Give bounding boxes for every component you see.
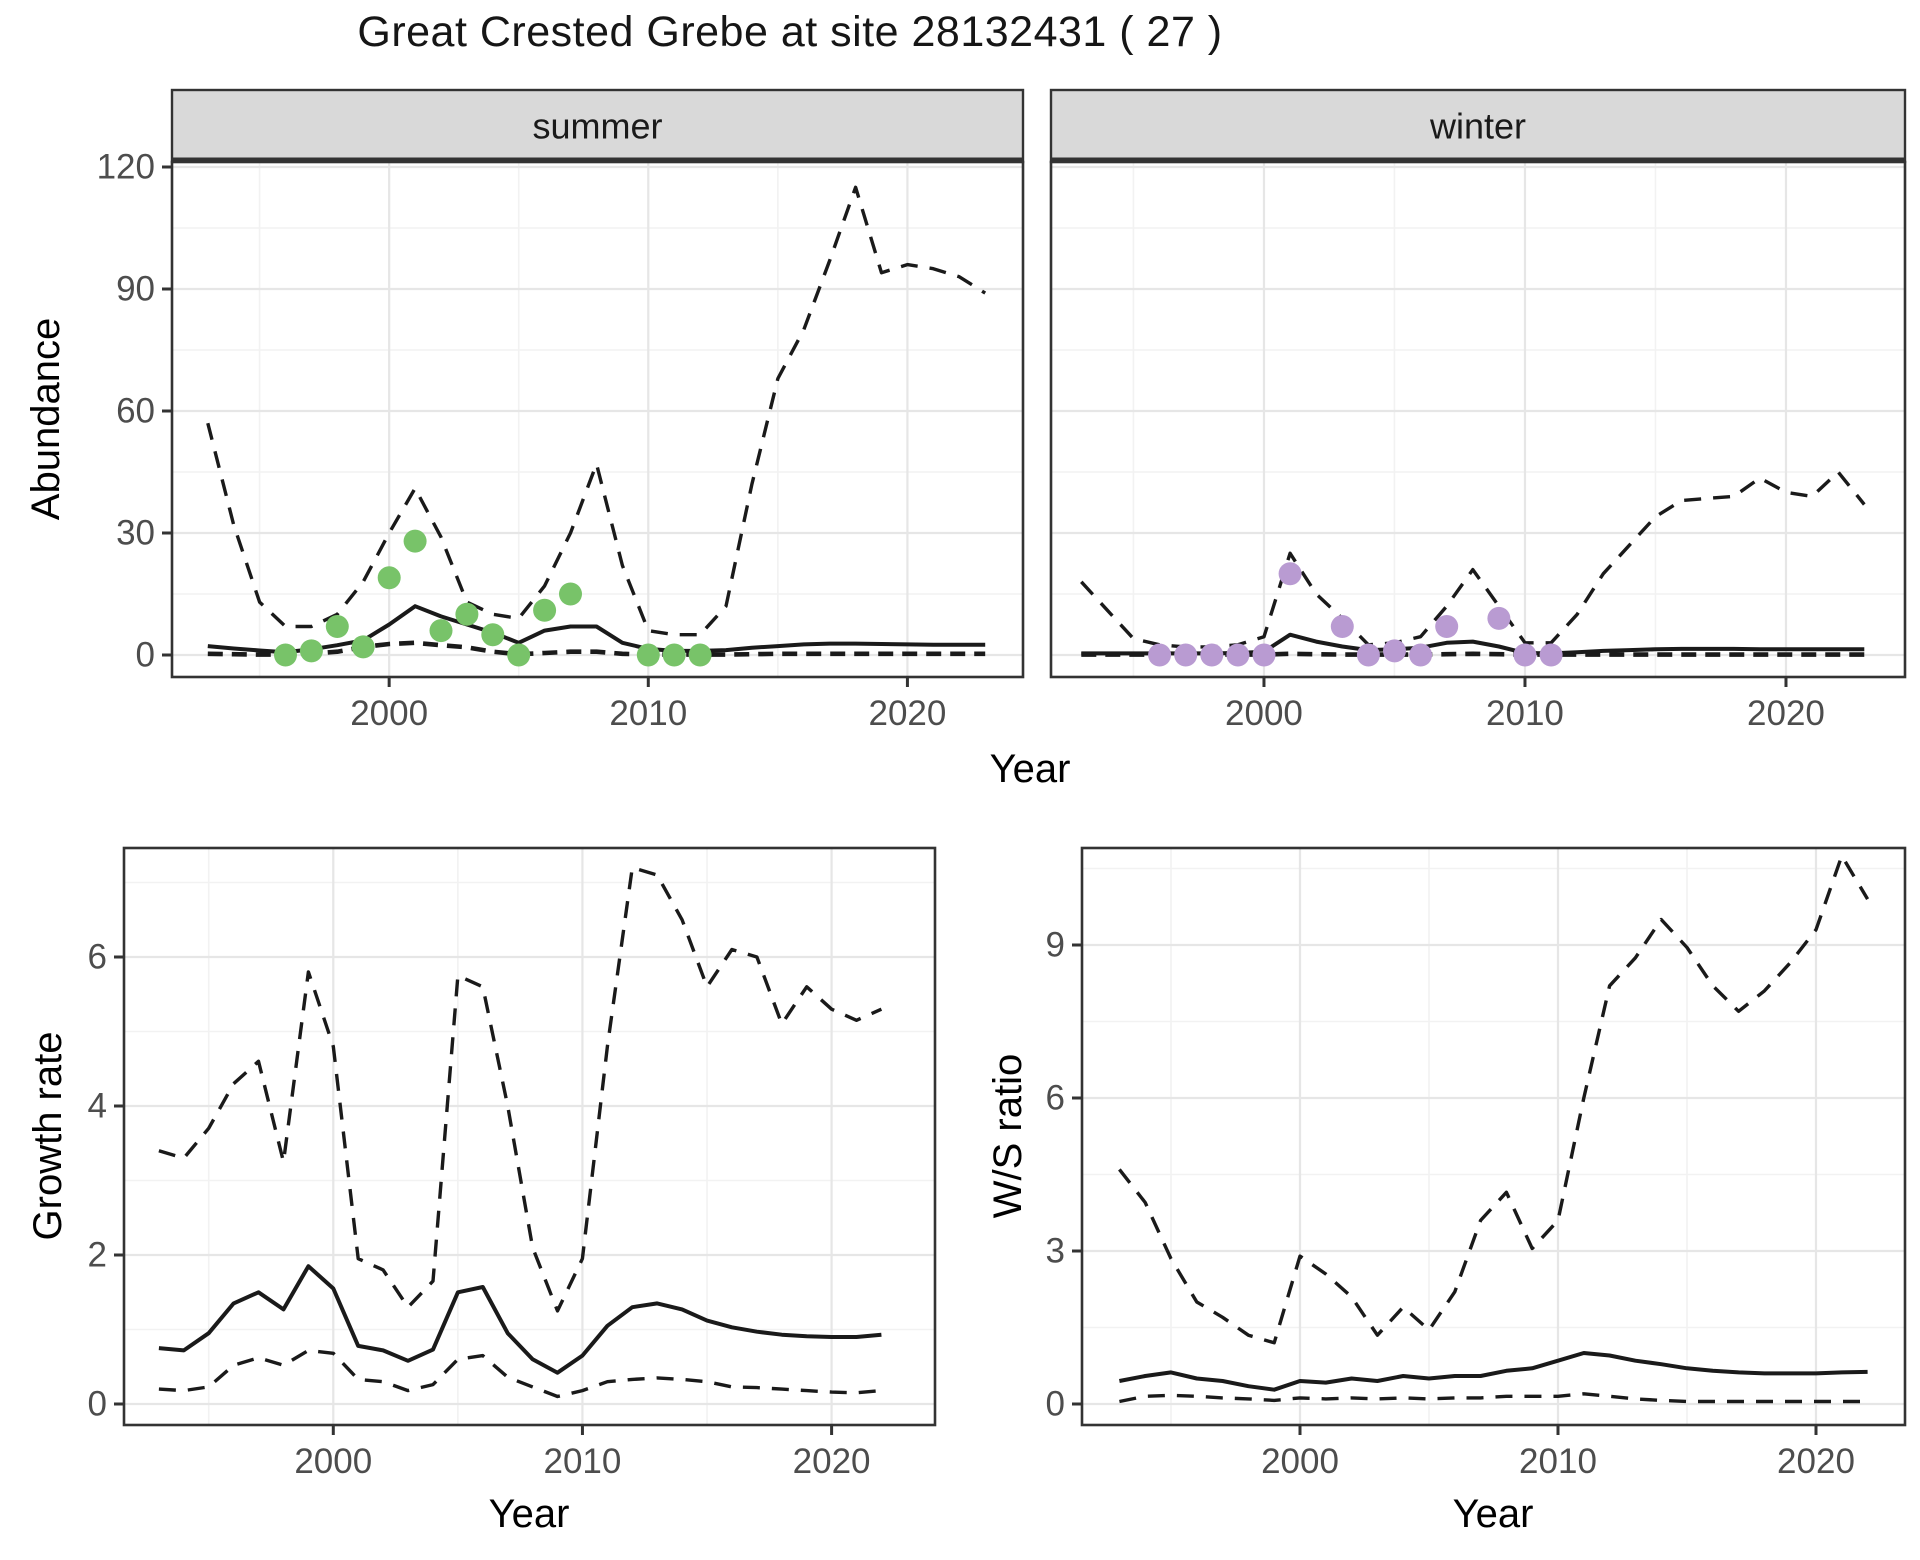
x-tick-label: 2000 [1225, 694, 1303, 733]
y-tick-label: 90 [116, 269, 155, 308]
y-axis-title-growth-rate: Growth rate [26, 1032, 70, 1241]
observed-point [455, 602, 479, 626]
facet-strip-label: summer [532, 106, 662, 147]
x-tick-label: 2020 [1777, 1442, 1855, 1481]
observed-point [507, 643, 531, 667]
data-layer [158, 865, 883, 1399]
observed-point [325, 615, 349, 638]
panel-ws_ratio: 0 3 6 9 2000 2010 2020 [1046, 846, 1907, 1481]
upper-ci-line [206, 185, 987, 637]
panel-border [170, 160, 1025, 679]
observed-point [481, 623, 505, 647]
observed-point [1409, 643, 1433, 667]
observed-point [377, 566, 401, 590]
observed-point [1435, 615, 1459, 638]
x-axis-title-ws-ratio: Year [1453, 1492, 1534, 1536]
data-layer [1080, 470, 1866, 667]
panel-background [1082, 848, 1905, 1425]
y-tick-label: 6 [88, 938, 107, 977]
facet-strip-winter [1049, 88, 1907, 164]
observed-point [403, 529, 427, 553]
panel-background [172, 162, 1023, 677]
observed-point [1278, 562, 1302, 586]
y-tick-label: 2 [88, 1236, 107, 1275]
panel-background [124, 848, 935, 1425]
y-tick-label: 9 [1046, 926, 1065, 965]
y-tick-label: 6 [1046, 1079, 1065, 1118]
data-layer [206, 185, 987, 667]
observed-point [1226, 643, 1250, 667]
lower-ci-line [1119, 1392, 1868, 1404]
y-tick-label: 4 [88, 1087, 107, 1126]
x-tick-label: 2000 [350, 694, 428, 733]
x-tick-label: 2020 [1747, 694, 1825, 733]
y-tick-label: 0 [88, 1385, 107, 1424]
observed-point [1383, 639, 1406, 663]
observed-point [1252, 643, 1276, 667]
observed-point [1174, 643, 1198, 667]
panel-border [1080, 846, 1907, 1427]
x-tick-label: 2000 [1261, 1442, 1339, 1481]
observed-point [274, 643, 297, 667]
observed-point [351, 635, 375, 659]
y-axis-title-abundance: Abundance [24, 318, 68, 520]
observed-point [1513, 643, 1537, 667]
x-axis-title-growth-rate: Year [489, 1492, 570, 1536]
y-tick-label: 120 [97, 147, 155, 186]
panel-summer: summer 0 30 60 90 120 2000 2010 2020 [97, 88, 1025, 733]
observed-point [559, 582, 582, 606]
panel-background [1051, 162, 1905, 677]
observed-point [688, 643, 712, 667]
observed-point [1356, 643, 1380, 667]
x-tick-label: 2000 [294, 1442, 372, 1481]
median-line [158, 1264, 882, 1375]
observed-point [299, 639, 323, 663]
median-line [1119, 1351, 1868, 1392]
observed-point [662, 643, 686, 667]
x-tick-label: 2020 [868, 694, 946, 733]
observed-point [533, 598, 557, 622]
x-axis-title-top: Year [990, 747, 1071, 791]
panel-border [122, 846, 937, 1427]
y-axis-title-ws-ratio: W/S ratio [986, 1054, 1030, 1218]
y-tick-label: 0 [136, 636, 155, 675]
x-tick-label: 2010 [544, 1442, 622, 1481]
y-tick-label: 60 [116, 391, 155, 430]
facet-strip-summer [170, 88, 1025, 164]
observed-point [1200, 643, 1224, 667]
x-tick-label: 2010 [1486, 694, 1564, 733]
panel-growth_rate: 0 2 4 6 2000 2010 2020 [88, 846, 937, 1481]
x-tick-label: 2010 [1519, 1442, 1597, 1481]
x-tick-label: 2010 [609, 694, 687, 733]
observed-point [1487, 606, 1511, 630]
median-line [207, 604, 986, 655]
observed-point [1330, 615, 1354, 638]
lower-ci-line [158, 1348, 882, 1399]
observed-point [1148, 643, 1172, 667]
data-layer [1118, 854, 1870, 1404]
y-tick-label: 3 [1046, 1232, 1065, 1271]
upper-ci-line [158, 865, 883, 1313]
observed-point [1539, 643, 1563, 667]
observed-point [636, 643, 660, 667]
observed-point [429, 619, 453, 643]
y-tick-label: 30 [116, 513, 155, 552]
facet-strip-label: winter [1429, 106, 1526, 147]
panel-border [1049, 160, 1907, 679]
y-tick-label: 0 [1046, 1385, 1065, 1424]
lower-ci-line [207, 640, 986, 657]
page-title: Great Crested Grebe at site 28132431 ( 2… [357, 8, 1223, 56]
upper-ci-line [1118, 854, 1870, 1345]
x-tick-label: 2020 [793, 1442, 871, 1481]
panel-winter: winter 2000 2010 2020 [1049, 88, 1907, 733]
